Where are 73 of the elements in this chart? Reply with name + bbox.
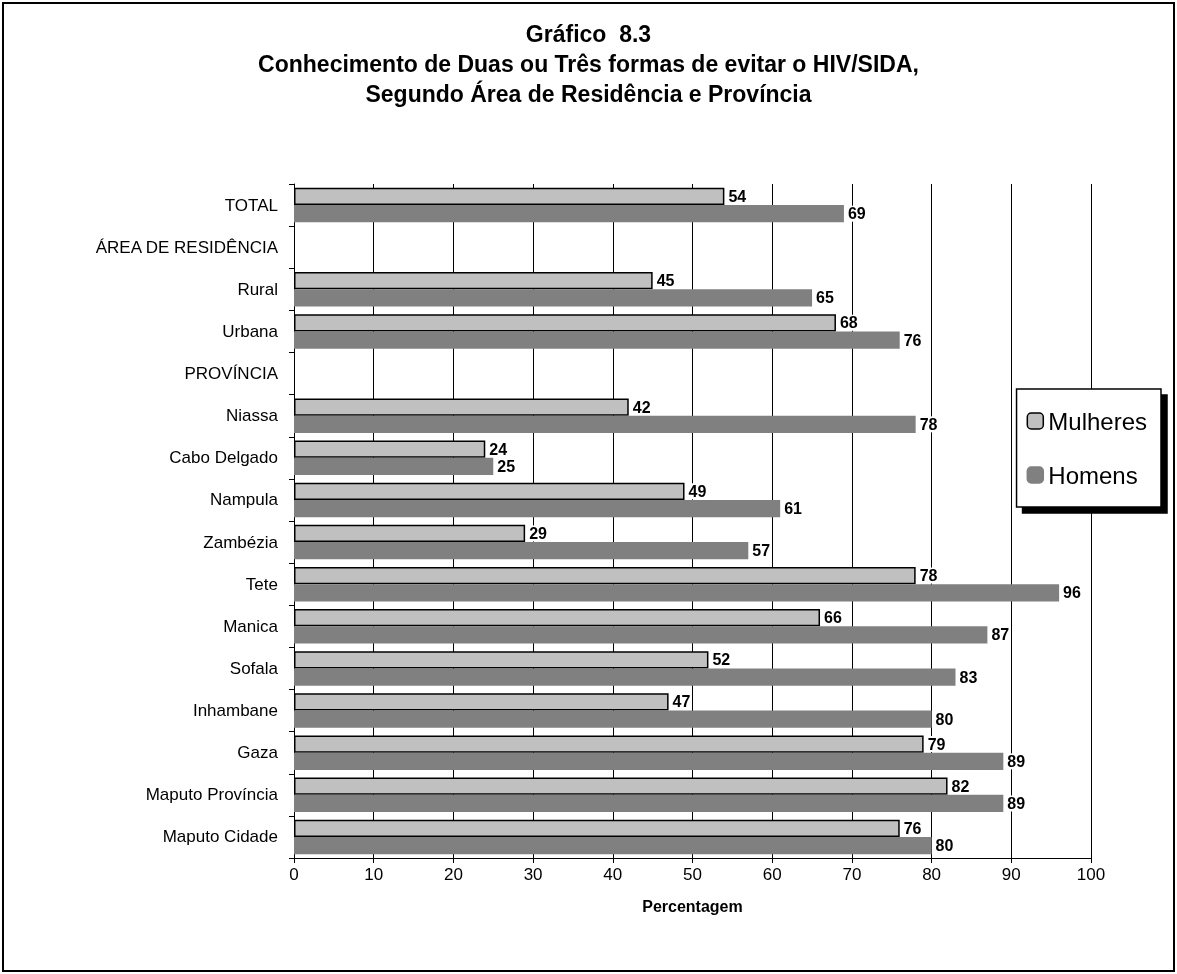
y-tick-label: ÁREA DE RESIDÊNCIA: [95, 237, 279, 257]
data-label: 82: [951, 777, 970, 795]
data-label: 76: [903, 819, 922, 837]
y-tick-label: Cabo Delgado: [169, 448, 278, 468]
bar: [294, 794, 1004, 813]
bar: [294, 836, 932, 855]
y-tick-label: Zambézia: [203, 532, 279, 552]
x-tick-label: 10: [364, 865, 384, 884]
data-label: 96: [1063, 584, 1082, 602]
data-label: 89: [1007, 794, 1026, 812]
y-tick-label: Maputo Cidade: [162, 827, 278, 847]
data-label: 57: [752, 542, 771, 560]
data-label: 52: [712, 651, 731, 669]
bar: [294, 584, 1060, 602]
legend-label: Mulheres: [1048, 407, 1148, 435]
data-label: 69: [847, 205, 866, 223]
data-label: 65: [816, 289, 834, 307]
data-label: 24: [489, 440, 508, 458]
x-tick-label: 40: [603, 865, 623, 884]
data-label: 78: [919, 415, 938, 433]
data-label: 45: [656, 272, 675, 290]
y-tick-label: Rural: [237, 279, 278, 299]
bar: [294, 331, 900, 349]
y-tick-label: Nampula: [209, 490, 279, 510]
x-tick-label: 90: [1001, 865, 1021, 884]
data-label: 78: [919, 567, 938, 585]
bar: [294, 668, 956, 686]
data-label: 76: [903, 331, 922, 349]
data-label: 87: [991, 626, 1010, 644]
y-tick-label: Sofala: [229, 658, 279, 678]
x-tick-label: 70: [842, 865, 862, 884]
data-label: 29: [529, 524, 548, 542]
data-label: 66: [824, 609, 842, 627]
bar: [294, 289, 813, 307]
data-label: 61: [784, 500, 803, 518]
data-label: 54: [728, 187, 747, 205]
data-label: 89: [1007, 752, 1026, 770]
bar: [294, 205, 844, 223]
x-tick-label: 0: [289, 865, 299, 884]
bar: [294, 542, 749, 560]
x-axis-title: Percentagem: [642, 897, 743, 915]
bar: [294, 499, 781, 518]
x-tick-label: 60: [762, 865, 782, 884]
bar: [294, 710, 932, 728]
x-tick-label: 80: [922, 865, 942, 884]
data-label: 47: [672, 693, 691, 711]
bar: [294, 415, 916, 433]
y-tick-label: Urbana: [222, 321, 279, 341]
y-tick-label: Niassa: [226, 406, 279, 426]
y-tick-label: TOTAL: [224, 195, 278, 215]
chart-title: Gráfico 8.3 Conhecimento de Duas ou Três formas de evitar o HIV/SIDA, Segundo Área de Residência e Província: [258, 21, 919, 107]
x-tick-label: 30: [523, 865, 543, 884]
y-tick-label: Maputo Província: [145, 785, 279, 805]
legend-label: Homens: [1048, 461, 1138, 489]
y-tick-label: PROVÍNCIA: [184, 364, 279, 384]
x-tick-label: 100: [1076, 865, 1106, 884]
y-tick-label: Manica: [223, 616, 279, 636]
bar: [294, 457, 494, 476]
x-tick-label: 20: [443, 865, 463, 884]
data-label: 42: [632, 398, 651, 416]
data-label: 79: [927, 735, 946, 753]
data-label: 80: [935, 837, 954, 855]
data-label: 25: [497, 457, 516, 475]
x-tick-label: 50: [683, 865, 702, 884]
bar: [294, 626, 988, 644]
data-label: 49: [688, 482, 707, 500]
y-tick-label: Inhambane: [192, 701, 278, 721]
data-label: 68: [839, 314, 858, 332]
data-label: 83: [959, 668, 978, 686]
bar: [294, 752, 1004, 770]
y-tick-label: Gaza: [237, 743, 279, 763]
data-label: 80: [935, 710, 954, 728]
y-tick-label: Tete: [245, 574, 278, 594]
